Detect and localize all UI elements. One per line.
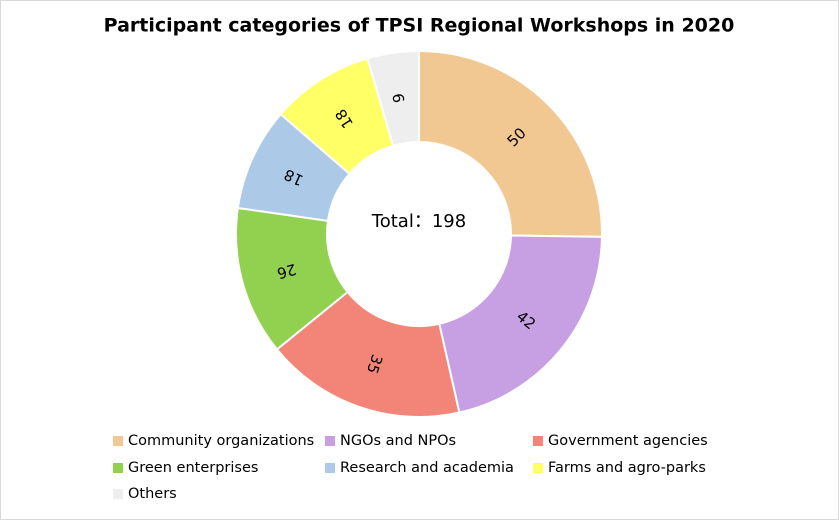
legend-swatch <box>325 463 335 473</box>
legend-swatch <box>113 489 123 499</box>
slice <box>366 49 420 147</box>
data-label: 35 <box>363 352 386 376</box>
legend-label: Government agencies <box>548 433 708 449</box>
legend-swatch <box>113 436 123 446</box>
legend-swatch <box>325 436 335 446</box>
data-label: 26 <box>275 260 298 282</box>
legend-label: Green enterprises <box>128 460 258 476</box>
legend-swatch <box>113 463 123 473</box>
legend-label: Farms and agro-parks <box>548 460 706 476</box>
legend-label: Research and academia <box>340 460 514 476</box>
legend-swatch <box>533 436 543 446</box>
legend-label: NGOs and NPOs <box>340 433 456 449</box>
slice <box>275 290 461 418</box>
chart-title: Participant categories of TPSI Regional … <box>104 15 735 37</box>
legend-swatch <box>533 463 543 473</box>
legend-label: Others <box>128 486 177 502</box>
data-label: 9 <box>389 92 408 104</box>
slice <box>418 49 603 238</box>
center-label: Total：198 <box>371 211 466 232</box>
slice <box>438 234 603 414</box>
legend-label: Community organizations <box>128 433 314 449</box>
